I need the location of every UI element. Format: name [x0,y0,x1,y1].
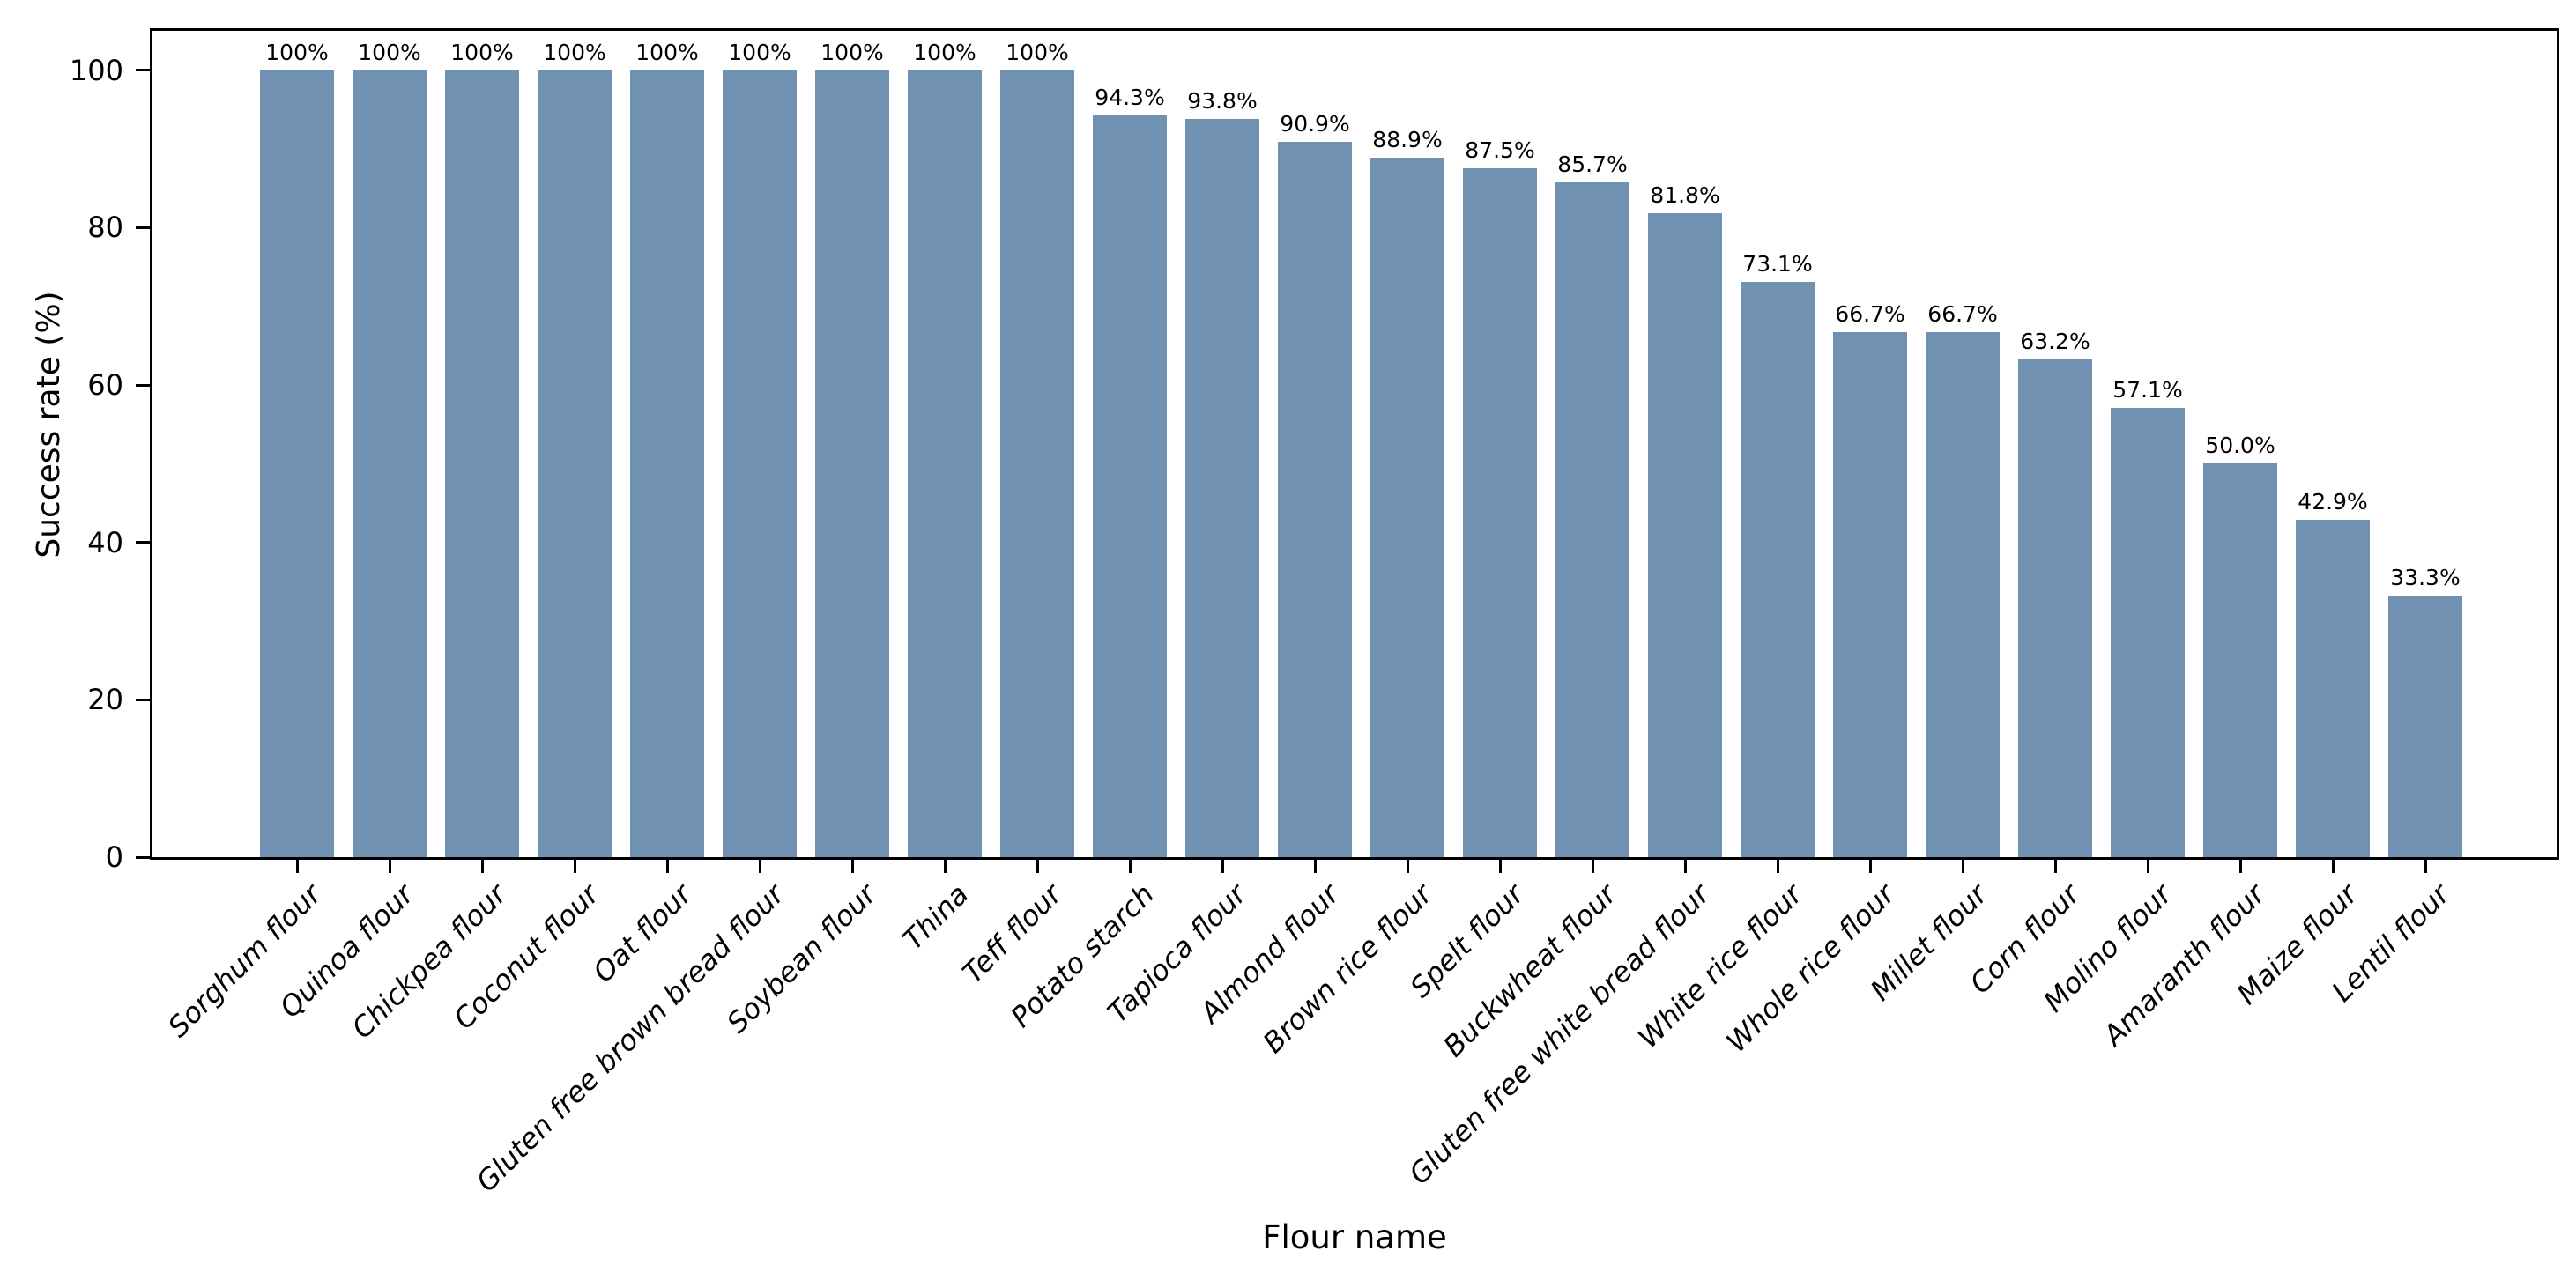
bar-value-label: 100% [450,39,514,65]
y-tick-mark [136,855,150,859]
x-tick-mark [665,860,669,873]
x-tick-mark [2424,860,2427,873]
bar-value-label: 57.1% [2112,376,2183,403]
y-tick-label: 0 [105,840,123,874]
x-axis-title: Flour name [1262,1218,1447,1256]
bar-value-label: 100% [820,39,884,65]
x-tick-mark [2053,860,2057,873]
bar-value-label: 100% [265,39,329,65]
x-tick-label: Buckwheat flour [1436,877,1623,1064]
bar-value-label: 100% [358,39,421,65]
bar [1093,115,1167,857]
x-tick-mark [850,860,854,873]
y-tick-mark [136,541,150,544]
bar-value-label: 87.5% [1465,137,1535,164]
y-tick-label: 40 [87,525,123,559]
x-tick-mark [1961,860,1964,873]
bar-value-label: 90.9% [1280,110,1350,137]
x-tick-mark [2331,860,2335,873]
bar-value-label: 50.0% [2205,433,2275,459]
x-tick-mark [2146,860,2149,873]
x-tick-mark [573,860,576,873]
x-tick-mark [758,860,761,873]
bar [1185,119,1259,857]
bar-value-label: 85.7% [1557,152,1628,178]
bar-value-label: 73.1% [1742,250,1813,277]
bar-value-label: 33.3% [2390,564,2461,590]
x-tick-label: Brown rice flour [1256,877,1438,1060]
x-tick-mark [295,860,299,873]
x-tick-mark [1498,860,1502,873]
bar [908,70,982,857]
x-tick-mark [1221,860,1224,873]
bar-value-label: 63.2% [2020,329,2090,355]
bar [1463,168,1537,857]
bar [1555,182,1629,857]
bar-value-label: 88.9% [1372,126,1443,152]
x-tick-label: White rice flour [1630,877,1808,1055]
bar [1926,332,2000,857]
bar-value-label: 100% [1006,39,1069,65]
bar [1278,141,1352,857]
x-tick-mark [388,860,391,873]
x-tick-label: Sorghum flour [161,877,328,1044]
bar [2018,359,2092,857]
plot-area: 100% 100% 100% 100% 100% 100% 100% 100% 100% 94.3… [150,28,2559,860]
x-tick-mark [1776,860,1779,873]
bar-value-label: 93.8% [1187,88,1258,115]
x-tick-mark [1313,860,1317,873]
bar-value-label: 100% [543,39,606,65]
x-tick-label: Amaranth flour [2096,877,2271,1053]
bar-value-label: 66.7% [1835,301,1905,328]
y-tick-label: 20 [87,683,123,717]
x-tick-mark [943,860,947,873]
bar-value-label: 66.7% [1927,301,1998,328]
x-tick-mark [1036,860,1039,873]
bar [2111,407,2185,857]
x-tick-label: Whole rice flour [1719,877,1901,1060]
bar [1370,157,1444,857]
bar [630,70,704,857]
bar [538,70,612,857]
y-tick-label: 80 [87,211,123,245]
y-tick-mark [136,698,150,701]
bar-value-label: 100% [635,39,699,65]
bar [445,70,519,857]
bar-value-label: 100% [913,39,976,65]
bar [1833,332,1907,857]
bar [2203,463,2277,857]
y-tick-label: 60 [87,368,123,402]
bar [2296,519,2370,857]
bar-value-label: 42.9% [2298,488,2368,514]
x-tick-mark [1591,860,1594,873]
bar-value-label: 100% [728,39,791,65]
bar [815,70,889,857]
bar-value-label: 81.8% [1650,182,1720,209]
x-tick-mark [1406,860,1409,873]
y-tick-label: 100 [69,53,123,87]
bar-value-label: 94.3% [1095,84,1165,110]
y-tick-mark [136,69,150,72]
y-tick-mark [136,383,150,387]
x-tick-mark [1128,860,1132,873]
bar [2388,595,2462,857]
x-tick-mark [1683,860,1687,873]
y-tick-mark [136,226,150,229]
x-tick-label: Thina [896,877,976,957]
y-axis-title-text: Success rate (%) [30,291,67,559]
bar [260,70,334,857]
x-tick-mark [480,860,484,873]
bar [353,70,427,857]
bar [1741,281,1815,857]
x-tick-mark [2238,860,2242,873]
bar [1648,213,1722,857]
x-tick-mark [1868,860,1872,873]
bar [723,70,797,857]
bar [1000,70,1074,857]
